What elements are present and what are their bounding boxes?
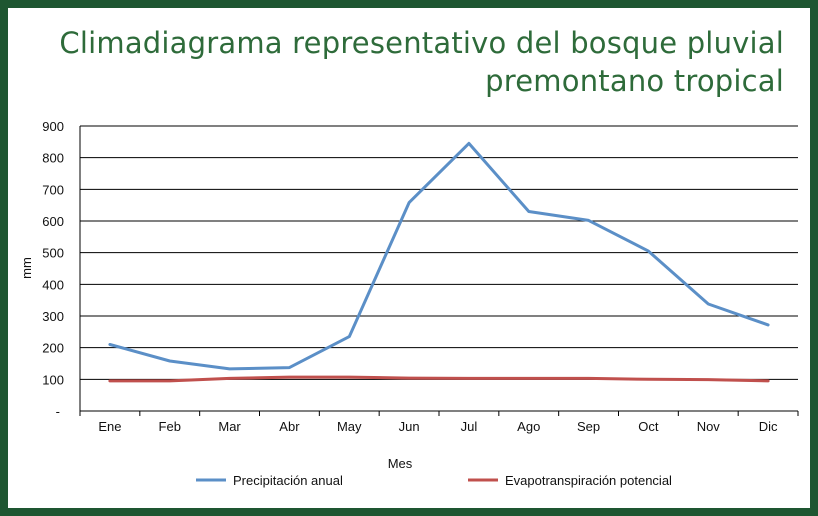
y-tick-label: 900 — [42, 119, 64, 134]
y-tick-label: 400 — [42, 277, 64, 292]
x-tick-label: Oct — [638, 419, 659, 434]
x-tick-label: Ene — [98, 419, 121, 434]
gridlines — [79, 125, 799, 416]
chart-title-line-2: premontano tropical — [485, 64, 784, 98]
y-tick-label: 300 — [42, 309, 64, 324]
x-tick-label: Jul — [461, 419, 478, 434]
legend-label: Precipitación anual — [233, 473, 343, 488]
x-tick-label: May — [337, 419, 362, 434]
x-tick-label: Nov — [697, 419, 721, 434]
chart-title: Climadiagrama representativo del bosque … — [59, 24, 784, 100]
x-tick-label: Jun — [399, 419, 420, 434]
chart-frame: Climadiagrama representativo del bosque … — [8, 8, 810, 508]
y-tick-label: 100 — [42, 372, 64, 387]
legend: Precipitación anual Evapotranspiración po… — [196, 473, 672, 488]
series-line-0 — [108, 141, 770, 371]
x-axis-label: Mes — [388, 456, 413, 471]
x-tick-label: Mar — [218, 419, 241, 434]
x-tick-label: Abr — [279, 419, 300, 434]
y-tick-label: 200 — [42, 341, 64, 356]
y-tick-label-zero: - — [56, 404, 60, 419]
x-tick-label: Ago — [517, 419, 540, 434]
x-tick-label: Sep — [577, 419, 600, 434]
legend-label: Evapotranspiración potencial — [505, 473, 672, 488]
y-tick-label: 800 — [42, 151, 64, 166]
chart-title-line-1: Climadiagrama representativo del bosque … — [59, 26, 784, 60]
x-tick-label: Dic — [759, 419, 778, 434]
series-line-1 — [108, 375, 770, 383]
series-lines — [108, 141, 770, 383]
y-tick-label: 600 — [42, 214, 64, 229]
x-tick-label: Feb — [159, 419, 181, 434]
y-tick-labels: 900 800 700 600 500 400 300 200 100 - — [42, 119, 64, 419]
y-tick-label: 500 — [42, 246, 64, 261]
x-tick-labels: Ene Feb Mar Abr May Jun Jul Ago Sep Oct Nov Dic — [98, 419, 778, 434]
y-tick-label: 700 — [42, 182, 64, 197]
y-axis-label: mm — [19, 257, 34, 279]
